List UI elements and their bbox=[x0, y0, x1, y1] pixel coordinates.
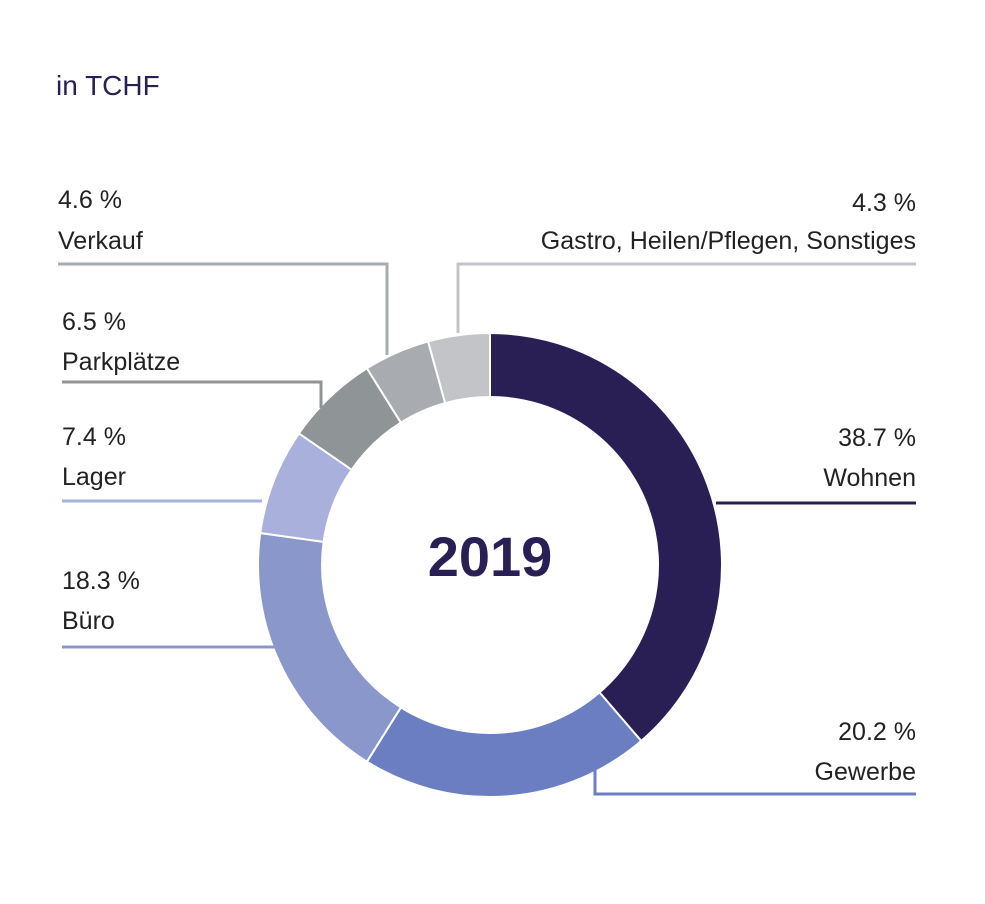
leader-line-gastro-heilen-pflegen-sonstiges bbox=[456, 262, 916, 333]
leader-line-verkauf bbox=[58, 262, 389, 355]
center-year-label: 2019 bbox=[428, 525, 553, 588]
category-label-lager: Lager bbox=[62, 463, 126, 491]
slice-gewerbe bbox=[365, 690, 643, 798]
slice-wohnen bbox=[489, 331, 723, 743]
slices-group bbox=[257, 331, 723, 798]
leader-line-parkplaetze bbox=[62, 380, 323, 408]
pct-label-lager: 7.4 % bbox=[62, 423, 126, 451]
category-label-parkplaetze: Parkplätze bbox=[62, 348, 180, 376]
pct-label-verkauf: 4.6 % bbox=[58, 186, 122, 214]
category-label-wohnen: Wohnen bbox=[823, 464, 916, 492]
slice-gastro-heilen-pflegen-sonstiges bbox=[426, 331, 491, 405]
category-label-verkauf: Verkauf bbox=[58, 227, 143, 255]
slice-buero bbox=[257, 531, 403, 764]
pct-label-buero: 18.3 % bbox=[62, 567, 140, 595]
pct-label-gastro-heilen-pflegen-sonstiges: 4.3 % bbox=[852, 189, 916, 217]
pct-label-wohnen: 38.7 % bbox=[838, 424, 916, 452]
pct-label-gewerbe: 20.2 % bbox=[838, 718, 916, 746]
category-label-gastro-heilen-pflegen-sonstiges: Gastro, Heilen/Pflegen, Sonstiges bbox=[541, 227, 916, 255]
unit-label: in TCHF bbox=[56, 70, 160, 101]
category-label-gewerbe: Gewerbe bbox=[815, 758, 916, 786]
leader-lines-group bbox=[58, 262, 916, 796]
pct-label-parkplaetze: 6.5 % bbox=[62, 308, 126, 336]
category-label-buero: Büro bbox=[62, 607, 115, 635]
leader-line-gewerbe bbox=[593, 770, 916, 796]
labels-group: 38.7 % Wohnen 20.2 % Gewerbe 18.3 % Büro 7.4 %… bbox=[58, 186, 916, 786]
